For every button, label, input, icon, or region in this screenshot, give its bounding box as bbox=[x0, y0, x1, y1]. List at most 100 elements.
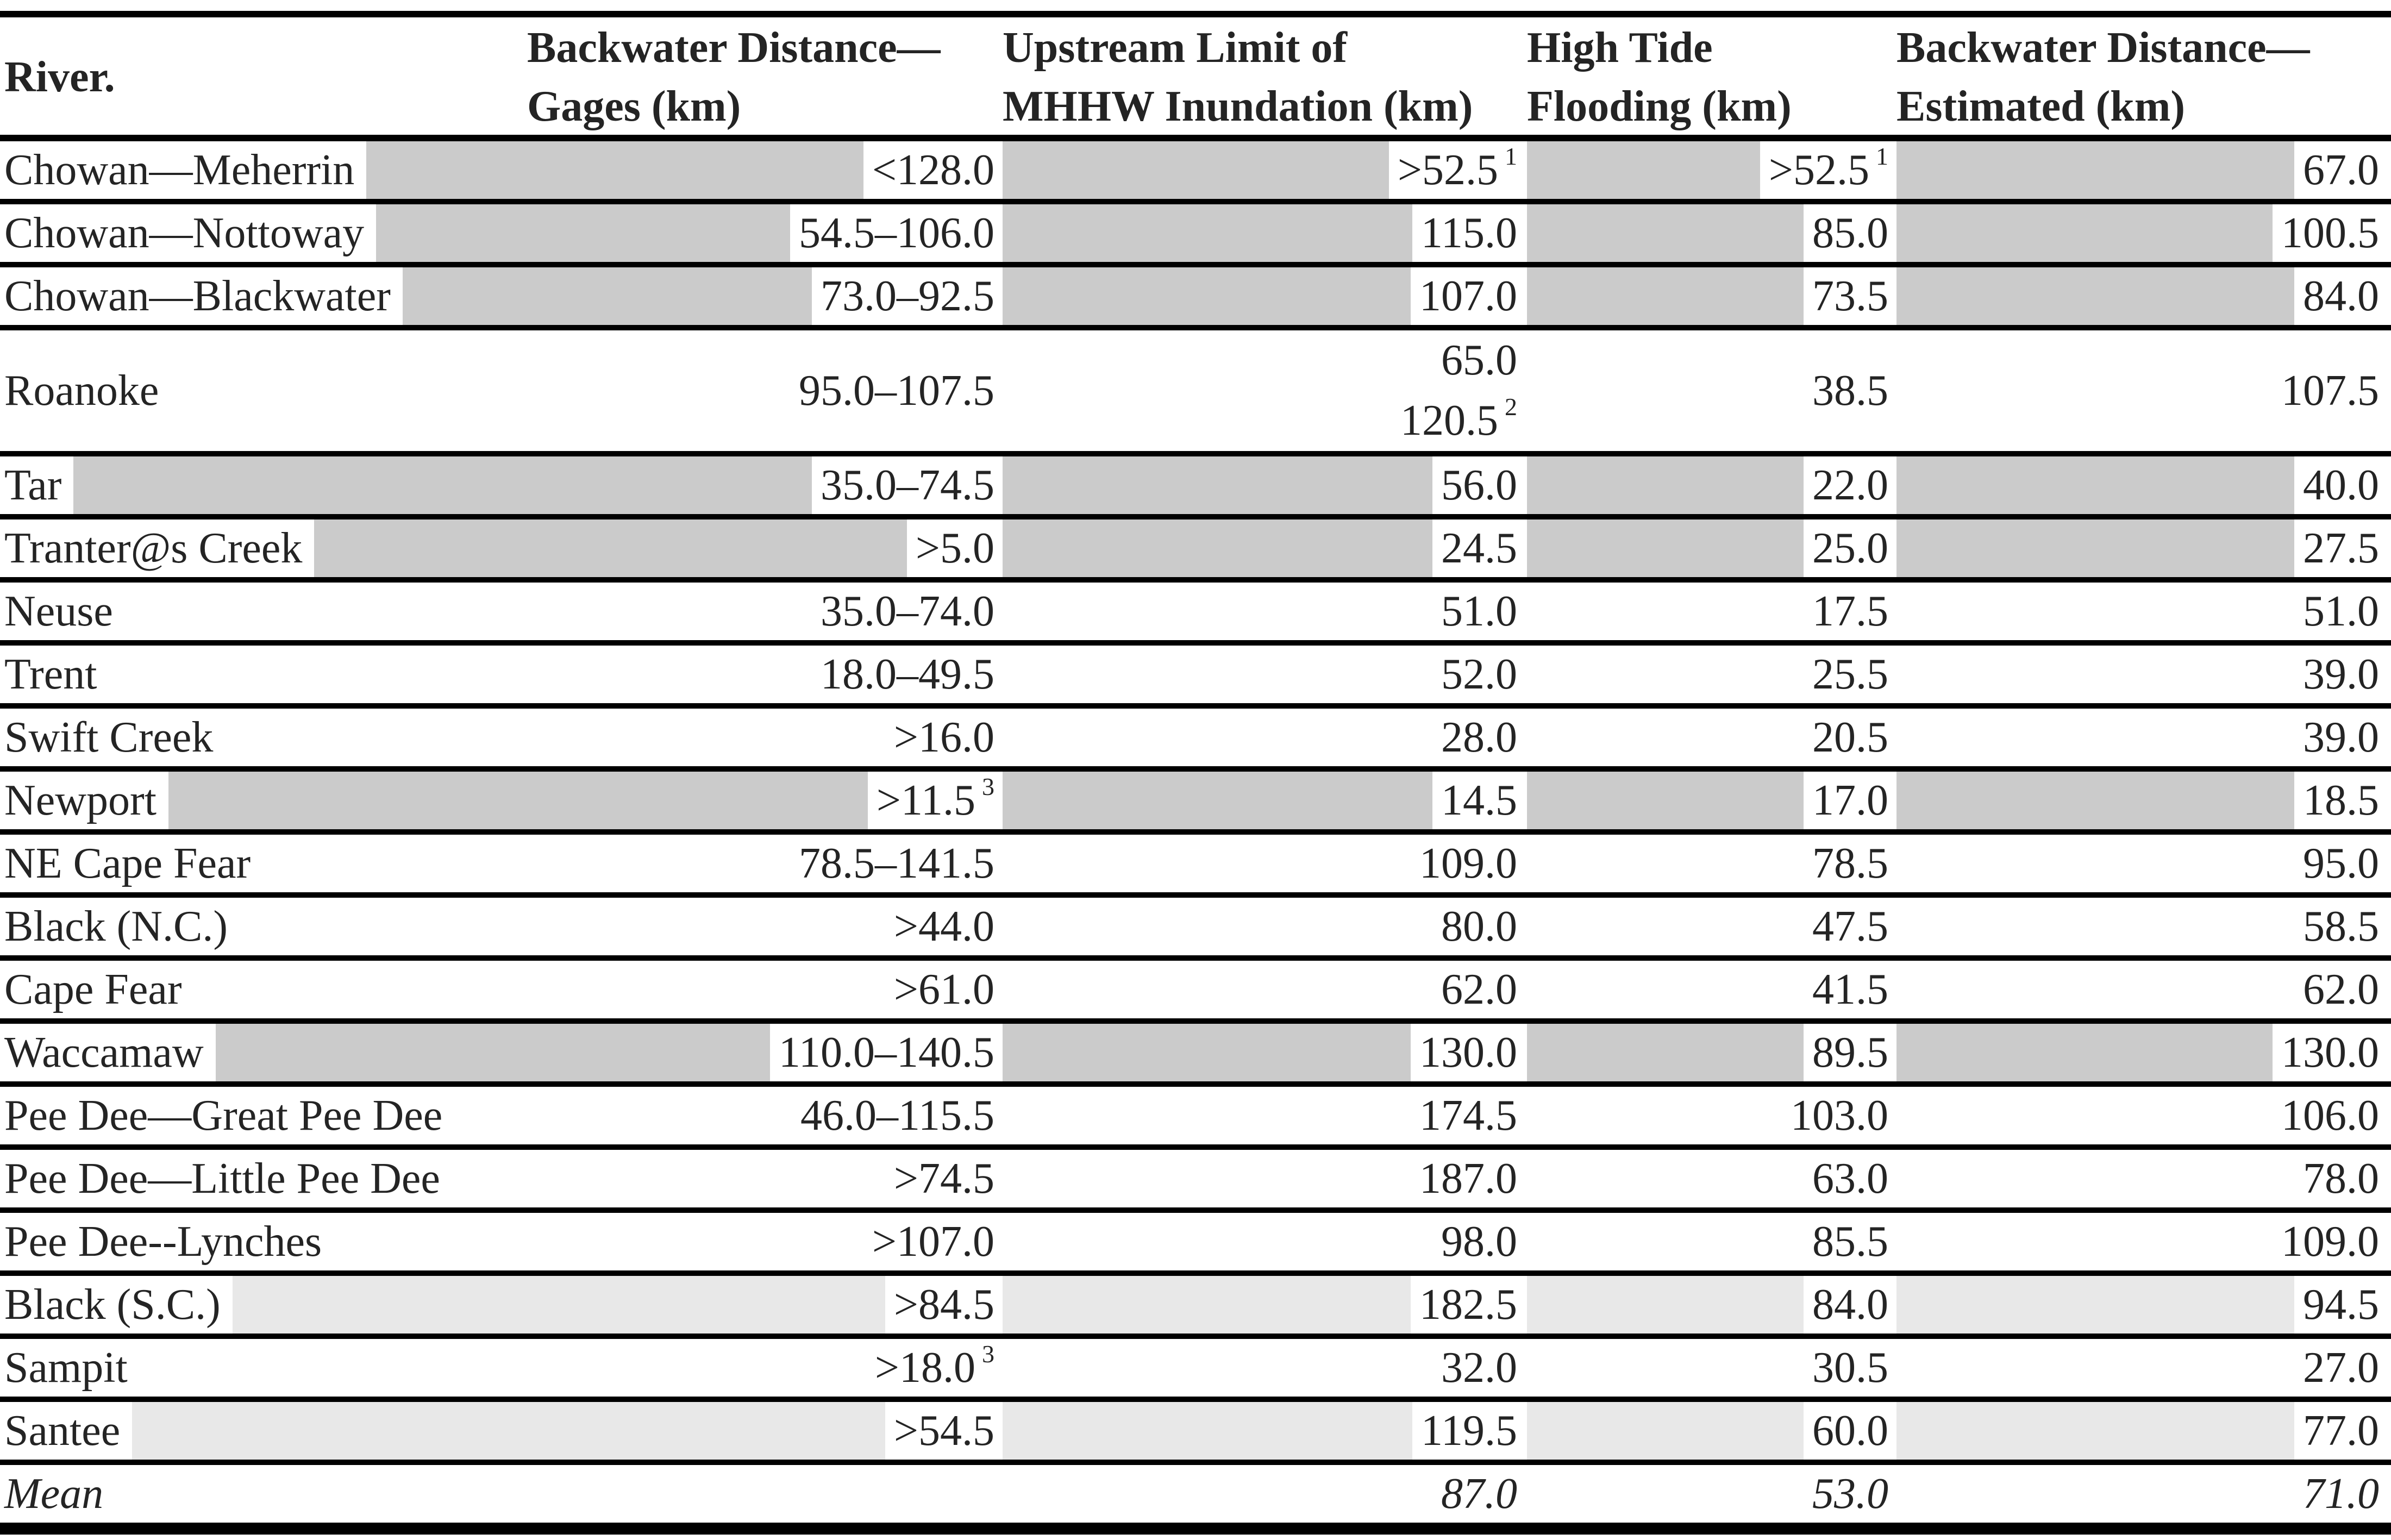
footnote-marker: 1 bbox=[1505, 142, 1517, 170]
footnote-marker: 2 bbox=[1505, 393, 1517, 421]
gages-value: 35.0–74.5 bbox=[812, 456, 1003, 514]
mhhw-value: 28.0 bbox=[1432, 709, 1527, 766]
gages-value: 110.0–140.5 bbox=[769, 1024, 1003, 1081]
flooding-cell: 89.5 bbox=[1527, 1024, 1896, 1081]
estimated-value: 78.0 bbox=[2294, 1150, 2391, 1207]
river-name-cell: Roanoke bbox=[0, 330, 522, 451]
flooding-value: 38.5 bbox=[1804, 330, 1896, 451]
mhhw-cell: 28.0 bbox=[1003, 709, 1527, 766]
estimated-value: 95.0 bbox=[2294, 835, 2391, 892]
gages-cell bbox=[522, 1465, 1003, 1523]
column-header-backwater-gages: Backwater Distance— Gages (km) bbox=[522, 17, 1003, 136]
gages-cell: >54.5 bbox=[522, 1402, 1003, 1460]
river-name-cell: Swift Creek bbox=[0, 709, 522, 766]
gages-cell: >16.0 bbox=[522, 709, 1003, 766]
estimated-value: 71.0 bbox=[2294, 1465, 2391, 1523]
estimated-cell: 40.0 bbox=[1896, 456, 2391, 514]
mhhw-value: 62.0 bbox=[1432, 961, 1527, 1018]
gages-value: <128.0 bbox=[863, 141, 1003, 199]
table-row: Tranter@s Creek >5.0 24.5 25.0 27.5 bbox=[0, 519, 2391, 583]
estimated-value: 40.0 bbox=[2294, 456, 2391, 514]
mhhw-cell: 115.0 bbox=[1003, 204, 1527, 262]
river-name-cell: Neuse bbox=[0, 583, 522, 640]
flooding-cell: 17.5 bbox=[1527, 583, 1896, 640]
gages-cell: 18.0–49.5 bbox=[522, 646, 1003, 703]
flooding-cell: 103.0 bbox=[1527, 1087, 1896, 1144]
estimated-cell: 78.0 bbox=[1896, 1150, 2391, 1207]
river-name: Newport bbox=[0, 772, 168, 829]
estimated-cell: 109.0 bbox=[1896, 1213, 2391, 1270]
flooding-value: 17.0 bbox=[1804, 772, 1896, 829]
river-name-cell: Pee Dee—Great Pee Dee bbox=[0, 1087, 522, 1144]
mhhw-value: 51.0 bbox=[1432, 583, 1527, 640]
river-name-cell: Sampit bbox=[0, 1339, 522, 1397]
mhhw-value: 115.0 bbox=[1412, 204, 1527, 262]
river-name-cell: Tranter@s Creek bbox=[0, 519, 522, 577]
gages-cell: >11.5 3 bbox=[522, 772, 1003, 829]
column-header-line: Gages (km) bbox=[527, 83, 741, 130]
flooding-value: 25.5 bbox=[1804, 646, 1896, 703]
gages-value bbox=[986, 1465, 1003, 1523]
flooding-value: 41.5 bbox=[1804, 961, 1896, 1018]
flooding-cell: 38.5 bbox=[1527, 330, 1896, 451]
flooding-value: 20.5 bbox=[1804, 709, 1896, 766]
mhhw-value: 32.0 bbox=[1432, 1339, 1527, 1397]
gages-value: 73.0–92.5 bbox=[812, 267, 1003, 325]
river-name: Black (S.C.) bbox=[0, 1276, 233, 1334]
mhhw-value: 130.0 bbox=[1411, 1024, 1527, 1081]
table-row: Sampit >18.0 3 32.0 30.5 27.0 bbox=[0, 1339, 2391, 1402]
estimated-value: 62.0 bbox=[2294, 961, 2391, 1018]
table-row: Black (S.C.) >84.5 182.5 84.0 94.5 bbox=[0, 1276, 2391, 1339]
estimated-cell: 106.0 bbox=[1896, 1087, 2391, 1144]
gages-value: >74.5 bbox=[885, 1150, 1003, 1207]
river-name: Sampit bbox=[0, 1339, 140, 1397]
estimated-cell: 39.0 bbox=[1896, 709, 2391, 766]
mhhw-cell: 52.0 bbox=[1003, 646, 1527, 703]
gages-cell: <128.0 bbox=[522, 141, 1003, 199]
footnote-marker: 3 bbox=[982, 772, 994, 800]
gages-value: >107.0 bbox=[863, 1213, 1003, 1270]
table-body: Chowan—Meherrin <128.0 >52.5 1 >52.5 1 67.… bbox=[0, 141, 2391, 1528]
table-row: Chowan—Meherrin <128.0 >52.5 1 >52.5 1 67.… bbox=[0, 141, 2391, 204]
column-header-line: Upstream Limit of bbox=[1003, 24, 1347, 72]
mhhw-cell: 62.0 bbox=[1003, 961, 1527, 1018]
mhhw-value: 182.5 bbox=[1411, 1276, 1527, 1334]
mhhw-cell: 51.0 bbox=[1003, 583, 1527, 640]
river-name: Black (N.C.) bbox=[0, 898, 240, 955]
table-row: Chowan—Blackwater 73.0–92.5 107.0 73.5 8… bbox=[0, 267, 2391, 330]
column-header-line: Estimated (km) bbox=[1896, 83, 2186, 130]
estimated-cell: 27.5 bbox=[1896, 519, 2391, 577]
estimated-cell: 27.0 bbox=[1896, 1339, 2391, 1397]
flooding-cell: 22.0 bbox=[1527, 456, 1896, 514]
mhhw-cell: 109.0 bbox=[1003, 835, 1527, 892]
mhhw-cell: 80.0 bbox=[1003, 898, 1527, 955]
table-row: Santee >54.5 119.5 60.0 77.0 bbox=[0, 1402, 2391, 1465]
river-name-cell: NE Cape Fear bbox=[0, 835, 522, 892]
estimated-cell: 94.5 bbox=[1896, 1276, 2391, 1334]
table-row: Swift Creek >16.0 28.0 20.5 39.0 bbox=[0, 709, 2391, 772]
column-header-line: Backwater Distance— bbox=[527, 24, 941, 72]
flooding-cell: 25.0 bbox=[1527, 519, 1896, 577]
gages-cell: 95.0–107.5 bbox=[522, 330, 1003, 451]
river-name: Neuse bbox=[0, 583, 125, 640]
flooding-cell: >52.5 1 bbox=[1527, 141, 1896, 199]
gages-value: >84.5 bbox=[885, 1276, 1003, 1334]
mhhw-value: 109.0 bbox=[1411, 835, 1527, 892]
flooding-value: 22.0 bbox=[1804, 456, 1896, 514]
gages-cell: 46.0–115.5 bbox=[522, 1087, 1003, 1144]
mhhw-value: 174.5 bbox=[1411, 1087, 1527, 1144]
column-header-line: Flooding (km) bbox=[1527, 83, 1792, 130]
table-row: Pee Dee--Lynches >107.0 98.0 85.5 109.0 bbox=[0, 1213, 2391, 1276]
footnote-marker: 3 bbox=[982, 1339, 994, 1368]
river-name: Cape Fear bbox=[0, 961, 194, 1018]
river-name-cell: Chowan—Blackwater bbox=[0, 267, 522, 325]
estimated-cell: 130.0 bbox=[1896, 1024, 2391, 1081]
mhhw-value: 65.0 bbox=[1432, 330, 1527, 391]
river-name: Pee Dee--Lynches bbox=[0, 1213, 334, 1270]
river-name-cell: Pee Dee—Little Pee Dee bbox=[0, 1150, 522, 1207]
table-row: Newport >11.5 3 14.5 17.0 18.5 bbox=[0, 772, 2391, 835]
gages-cell: 35.0–74.0 bbox=[522, 583, 1003, 640]
mhhw-cell: 14.5 bbox=[1003, 772, 1527, 829]
column-header-river: River. bbox=[0, 17, 522, 136]
table-row: NE Cape Fear 78.5–141.5 109.0 78.5 95.0 bbox=[0, 835, 2391, 898]
